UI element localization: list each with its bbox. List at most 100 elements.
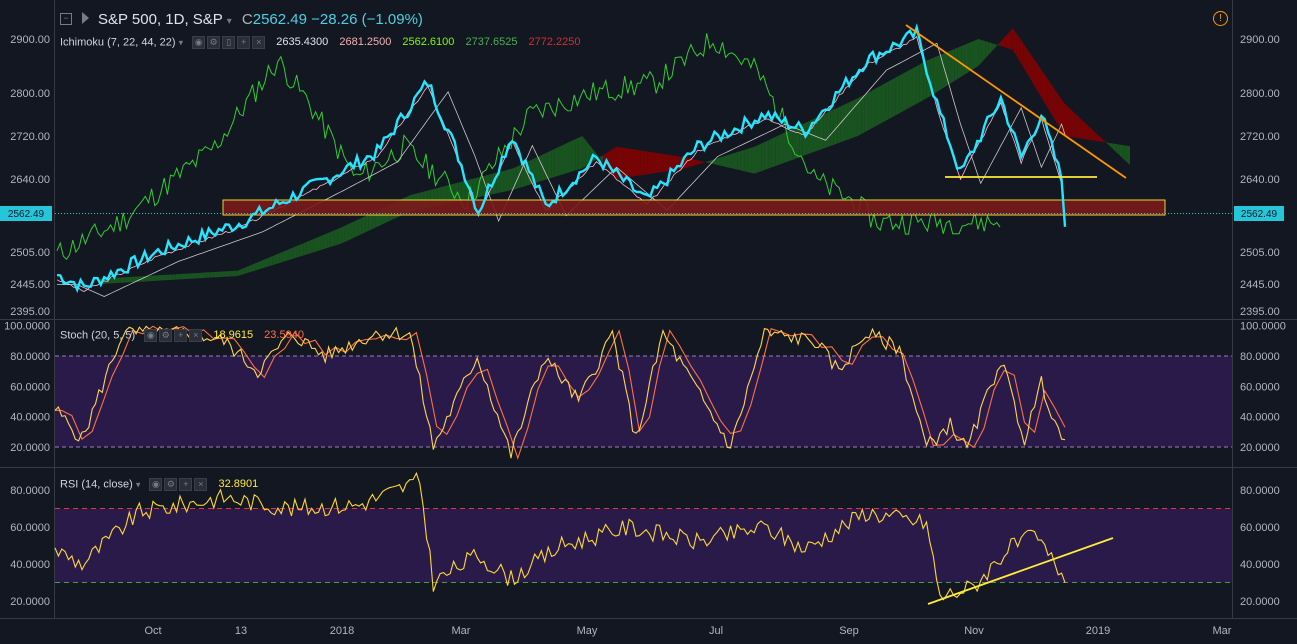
kumo-segment	[988, 42, 993, 55]
kumo-segment	[1054, 88, 1058, 125]
kumo-segment	[854, 98, 858, 138]
collapse-icon[interactable]: −	[60, 13, 72, 25]
kumo-segment	[871, 88, 876, 129]
kumo-segment	[885, 81, 889, 121]
source-icon[interactable]: ▯	[222, 36, 236, 49]
rsi-label[interactable]: RSI (14, close)	[60, 478, 133, 491]
kumo-segment	[1030, 53, 1034, 85]
kumo-segment	[1061, 98, 1065, 136]
kumo-segment	[964, 43, 969, 75]
kumo-segment	[275, 253, 280, 265]
gear-icon[interactable]: ⚙	[207, 36, 221, 49]
kumo-segment	[337, 227, 342, 245]
kumo-segment	[578, 135, 583, 170]
kumo-segment	[1081, 119, 1086, 140]
indicator-controls[interactable]: ◉ ⚙ ▯ + ×	[192, 36, 267, 49]
kumo-segment	[148, 275, 152, 282]
kumo-segment	[974, 39, 979, 69]
kumo-segment	[1092, 129, 1096, 141]
kumo-segment	[723, 155, 727, 168]
kumo-segment	[110, 277, 114, 284]
add-icon[interactable]: +	[179, 478, 193, 491]
price-tick-left: 2445.00	[10, 279, 50, 291]
symbol-label[interactable]: S&P 500, 1D, S&P	[98, 11, 223, 28]
add-icon[interactable]: +	[174, 329, 188, 342]
kumo-segment	[1105, 142, 1110, 146]
kumo-segment	[599, 155, 603, 162]
time-label: Mar	[452, 625, 471, 637]
kumo-segment	[237, 269, 242, 276]
main-title[interactable]: S&P 500, 1D, S&P ▾ C2562.49 −28.26 (−1.0…	[98, 11, 423, 28]
chevron-down-icon[interactable]: ▾	[226, 16, 232, 27]
kumo-segment	[940, 53, 944, 90]
kumo-segment	[850, 99, 855, 139]
close-icon[interactable]: ×	[194, 478, 208, 491]
eye-icon[interactable]: ◉	[192, 36, 206, 49]
kumo-segment	[640, 150, 645, 176]
kumo-segment	[844, 103, 848, 141]
kumo-segment	[244, 266, 249, 274]
indicator-controls[interactable]: ◉ ⚙ + ×	[149, 478, 209, 491]
kumo-segment	[327, 231, 331, 248]
kumo-segment	[651, 152, 655, 174]
kumo-segment	[354, 219, 359, 238]
support-zone-rect[interactable]	[222, 199, 1166, 216]
kumo-segment	[761, 141, 765, 172]
close-value: 2562.49	[252, 11, 307, 28]
kumo-segment	[341, 225, 345, 244]
ichimoku-label[interactable]: Ichimoku (7, 22, 44, 22)	[60, 36, 176, 49]
kumo-segment	[286, 249, 290, 261]
kumo-segment	[186, 273, 190, 280]
kumo-segment	[1002, 35, 1006, 48]
kumo-segment	[906, 69, 910, 110]
kumo-segment	[627, 148, 631, 178]
gear-icon[interactable]: ⚙	[159, 329, 173, 342]
kumo-segment	[227, 271, 231, 277]
rsi-legend[interactable]: RSI (14, close) ▾ ◉ ⚙ + × 32.8901	[60, 478, 266, 491]
ichimoku-legend[interactable]: Ichimoku (7, 22, 44, 22) ▾ ◉ ⚙ ▯ + × 2635.43…	[60, 36, 589, 49]
kumo-segment	[306, 240, 311, 255]
time-label: 2019	[1086, 625, 1110, 637]
add-icon[interactable]: +	[237, 36, 251, 49]
kumo-segment	[792, 127, 796, 160]
kumo-segment	[317, 236, 321, 252]
downtrend-line[interactable]	[905, 24, 1127, 179]
kumo-segment	[258, 260, 262, 270]
stoch-legend[interactable]: Stoch (20, 5, 5) ◉ ⚙ + × 18.9615 23.5940	[60, 329, 312, 342]
kumo-segment	[155, 275, 159, 281]
chevron-down-icon[interactable]: ▾	[178, 37, 184, 48]
price-tick-right: 2445.00	[1240, 279, 1280, 291]
kumo-segment	[282, 250, 287, 262]
kumo-segment	[795, 125, 800, 159]
stoch-tick-right: 100.0000	[1240, 321, 1286, 333]
warning-icon[interactable]: !	[1213, 11, 1228, 26]
stoch-label[interactable]: Stoch (20, 5, 5)	[60, 329, 136, 342]
kumo-segment	[1023, 43, 1027, 73]
close-icon[interactable]: ×	[252, 36, 266, 49]
rsi-trendline[interactable]	[927, 537, 1114, 605]
eye-icon[interactable]: ◉	[144, 329, 158, 342]
price-tag-right	[1234, 206, 1284, 221]
kumo-segment	[299, 243, 304, 257]
kumo-segment	[623, 147, 628, 178]
time-label: Mar	[1213, 625, 1232, 637]
indicator-controls[interactable]: ◉ ⚙ + ×	[144, 329, 204, 342]
kumo-segment	[1026, 48, 1031, 79]
eye-icon[interactable]: ◉	[149, 478, 163, 491]
kumo-segment	[909, 68, 913, 108]
kumo-segment	[778, 133, 783, 165]
kumo-segment	[830, 109, 834, 147]
gear-icon[interactable]: ⚙	[164, 478, 178, 491]
close-icon[interactable]: ×	[189, 329, 203, 342]
kumo-segment	[351, 221, 355, 239]
kumo-segment	[551, 148, 555, 178]
kumo-segment	[1074, 113, 1079, 139]
kumo-segment	[1043, 73, 1048, 108]
kumo-segment	[671, 155, 676, 171]
kumo-segment	[737, 151, 741, 171]
rsi-tick-left: 80.0000	[10, 485, 50, 497]
time-label: 13	[235, 625, 247, 637]
chevron-down-icon[interactable]: ▾	[135, 479, 141, 490]
price-line	[56, 23, 1067, 293]
